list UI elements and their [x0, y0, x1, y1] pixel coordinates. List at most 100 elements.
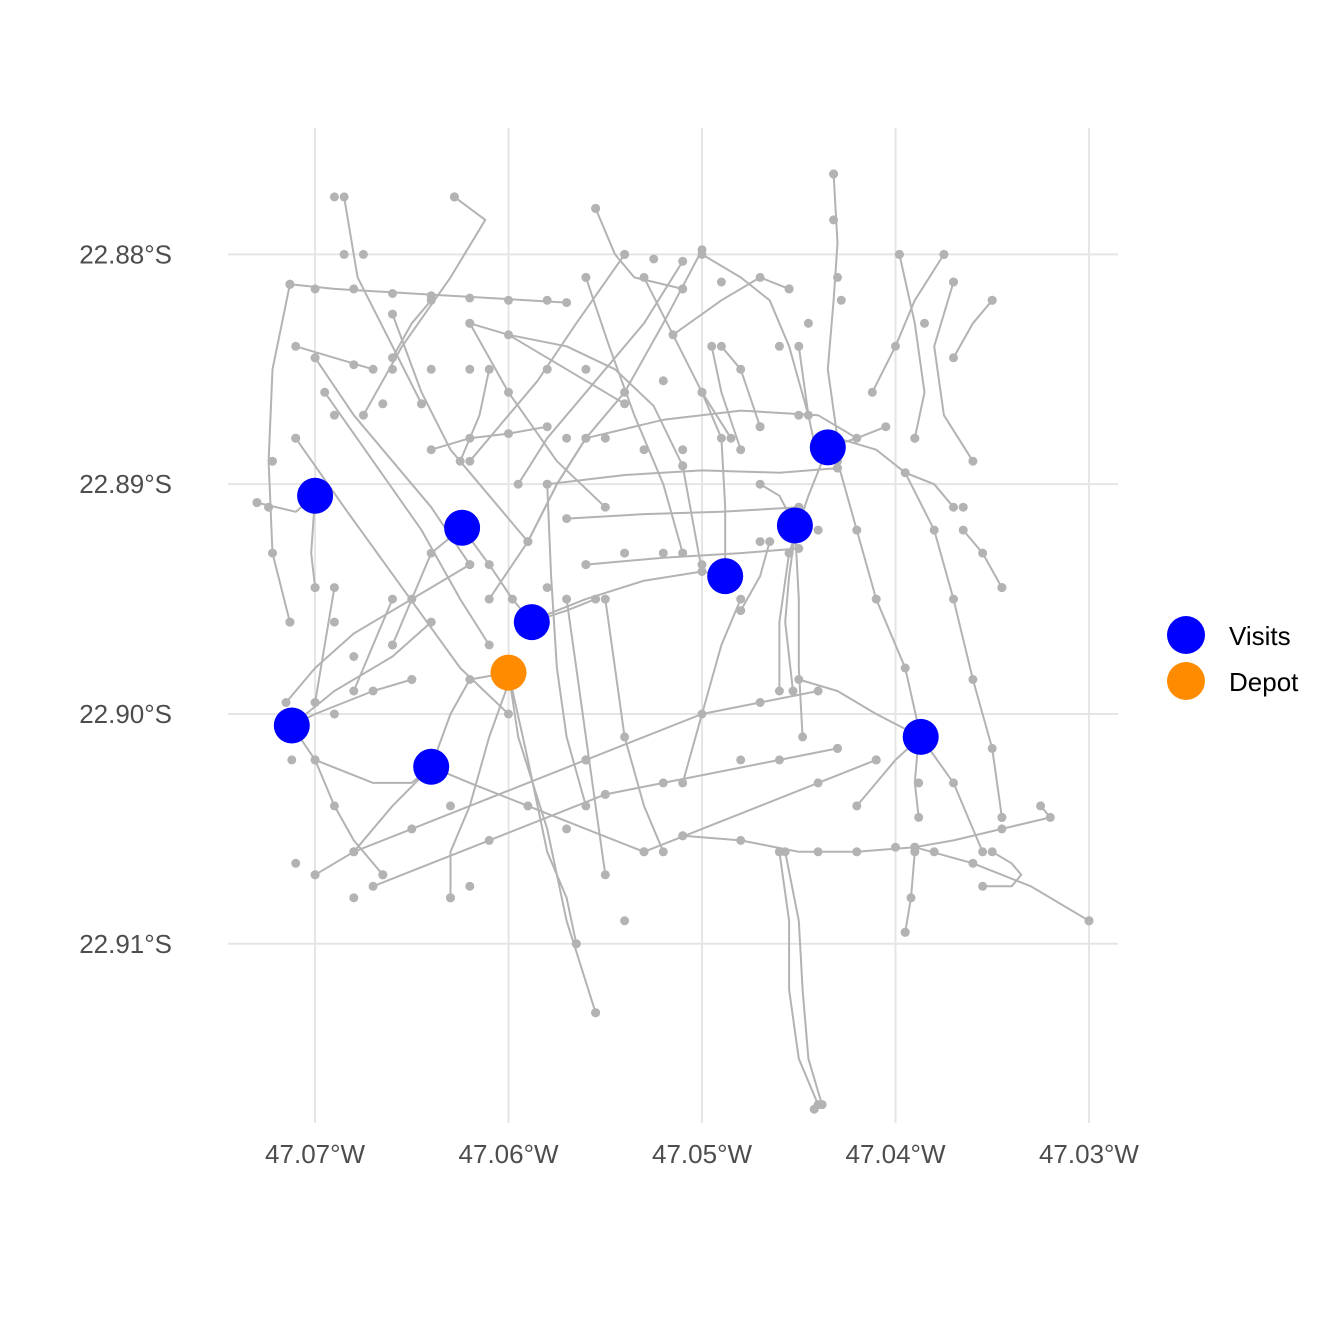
road-node [900, 927, 910, 937]
road-segment [565, 506, 800, 520]
road-node [291, 858, 301, 868]
road-node [658, 778, 668, 788]
road-node [852, 433, 862, 443]
road-segment [468, 253, 626, 463]
road-segment [739, 540, 771, 612]
road-node [581, 364, 591, 374]
road-node [788, 686, 798, 696]
road-node [910, 433, 920, 443]
road-node [968, 675, 978, 684]
road-segment [468, 322, 607, 509]
road-node [465, 560, 475, 570]
road-node [388, 640, 397, 650]
road-node [678, 548, 688, 558]
road-node [958, 502, 968, 512]
road-node [987, 847, 997, 857]
road-node [668, 330, 678, 340]
road-segment [604, 747, 839, 796]
road-node [329, 583, 339, 593]
road-node [504, 429, 513, 439]
road-node [929, 847, 939, 857]
y-tick-label: 22.91°S [79, 929, 172, 959]
road-segment [343, 195, 423, 405]
road-segment [507, 671, 597, 1014]
road-node [678, 284, 688, 294]
road-node [707, 341, 717, 351]
road-segment [323, 391, 491, 646]
road-node [755, 698, 765, 707]
road-node [426, 445, 436, 455]
road-segment [430, 671, 510, 768]
road-segment [352, 598, 394, 692]
road-node [736, 835, 746, 845]
road-node [958, 525, 968, 535]
road-node [484, 560, 494, 570]
road-node [264, 502, 274, 512]
road-node [465, 318, 475, 328]
road-node [291, 433, 301, 443]
road-node [836, 295, 846, 305]
road-node [716, 433, 726, 443]
road-segment [584, 547, 800, 566]
road-node [697, 249, 707, 259]
road-node [600, 870, 610, 880]
road-node [678, 256, 688, 266]
road-segment [784, 850, 823, 1106]
visit-marker [809, 429, 846, 466]
visit-marker [297, 477, 334, 514]
road-node [329, 410, 339, 420]
road-segment [913, 804, 1052, 849]
road-node [426, 548, 436, 558]
road-node [774, 686, 784, 696]
road-node [507, 594, 517, 604]
road-node [484, 640, 494, 650]
road-node [329, 709, 339, 719]
road-node [542, 295, 552, 305]
road-segment [362, 195, 487, 417]
road-node [736, 445, 746, 455]
road-node [523, 801, 533, 811]
road-segment [826, 173, 839, 440]
road-node [803, 410, 813, 420]
road-node [581, 560, 591, 570]
road-node [910, 847, 920, 857]
road-segment [981, 850, 1023, 888]
visit-marker [513, 604, 550, 641]
road-network [256, 173, 1090, 1106]
road-node [736, 364, 746, 374]
road-node [310, 755, 320, 765]
road-node [504, 387, 513, 397]
y-axis-tick-labels: 22.88°S 22.89°S 22.90°S 22.91°S [79, 239, 172, 958]
road-node [446, 801, 455, 811]
road-node [407, 824, 417, 834]
y-tick-label: 22.90°S [79, 699, 172, 729]
road-segment [720, 345, 762, 428]
road-segment [919, 735, 984, 853]
road-node [852, 847, 862, 857]
road-node [562, 594, 572, 604]
road-node [349, 893, 359, 903]
road-node [329, 192, 339, 202]
road-node [939, 249, 949, 259]
road-node [310, 353, 320, 363]
road-segment [290, 621, 433, 727]
road-node [755, 479, 765, 489]
road-segment [546, 483, 587, 807]
road-node [881, 422, 891, 432]
road-node [678, 445, 688, 455]
road-node [1084, 916, 1094, 926]
road-node [949, 594, 958, 604]
road-node [446, 893, 455, 903]
x-tick-label: 47.05°W [652, 1139, 752, 1169]
road-node [349, 847, 359, 857]
road-node [368, 881, 378, 891]
road-segment [488, 437, 587, 601]
road-node [914, 778, 924, 788]
road-node [678, 461, 688, 471]
road-segment [871, 253, 945, 394]
road-node [765, 537, 775, 547]
road-node [339, 192, 349, 202]
road-segment [898, 253, 926, 440]
road-segment [933, 281, 974, 463]
road-node [798, 732, 808, 742]
